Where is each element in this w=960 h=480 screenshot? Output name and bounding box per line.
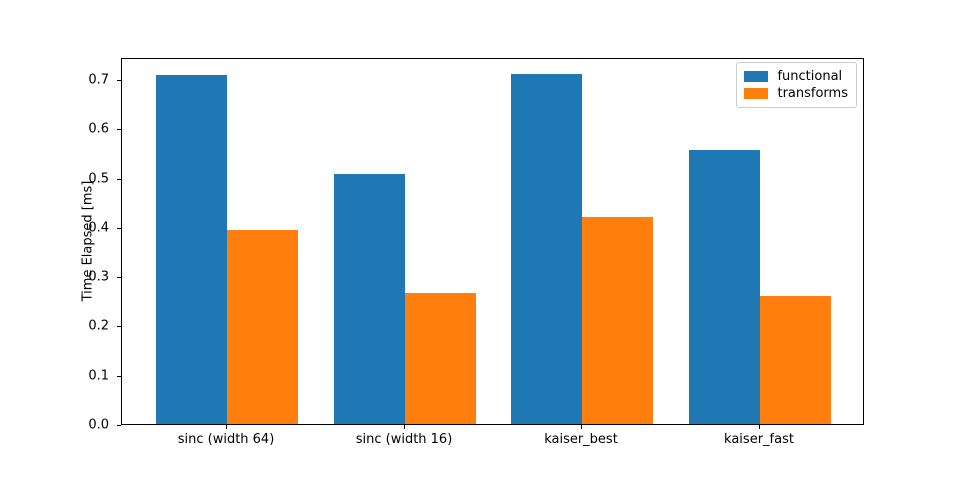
legend: functional transforms [736, 62, 857, 108]
x-tick-mark [404, 425, 405, 429]
y-tick-label: 0.0 [88, 417, 109, 433]
x-tick-label-0: sinc (width 64) [177, 432, 275, 447]
y-tick-mark [117, 129, 121, 130]
y-tick-label: 0.4 [88, 220, 109, 236]
y-tick-label: 0.6 [88, 121, 109, 137]
bar-transforms-1 [405, 293, 476, 424]
y-tick-label: 0.1 [88, 368, 109, 384]
y-tick-label: 0.5 [88, 171, 109, 187]
bar-functional-3 [689, 150, 760, 424]
bar-functional-1 [334, 174, 405, 424]
bar-transforms-2 [582, 217, 653, 424]
bar-transforms-0 [227, 230, 298, 424]
legend-label: transforms [777, 86, 848, 101]
y-tick-mark [117, 228, 121, 229]
y-tick-mark [117, 376, 121, 377]
legend-swatch-transforms [744, 88, 769, 99]
legend-item-functional: functional [744, 68, 848, 85]
y-tick-mark [117, 326, 121, 327]
y-tick-label: 0.3 [88, 269, 109, 285]
y-tick-label: 0.7 [88, 72, 109, 88]
x-tick-label-3: kaiser_fast [724, 432, 794, 447]
y-tick-label: 0.2 [88, 318, 109, 334]
y-tick-mark [117, 80, 121, 81]
x-tick-label-1: sinc (width 16) [355, 432, 453, 447]
x-tick-mark [759, 425, 760, 429]
x-tick-mark [226, 425, 227, 429]
bar-transforms-3 [760, 296, 831, 424]
legend-item-transforms: transforms [744, 85, 848, 102]
y-tick-mark [117, 179, 121, 180]
legend-swatch-functional [744, 71, 769, 82]
x-tick-mark [581, 425, 582, 429]
y-tick-mark [117, 277, 121, 278]
x-tick-label-2: kaiser_best [544, 432, 618, 447]
bar-functional-0 [156, 75, 227, 424]
bar-functional-2 [511, 74, 582, 424]
y-tick-mark [117, 425, 121, 426]
plot-area: functional transforms [121, 58, 864, 425]
legend-label: functional [777, 69, 843, 84]
